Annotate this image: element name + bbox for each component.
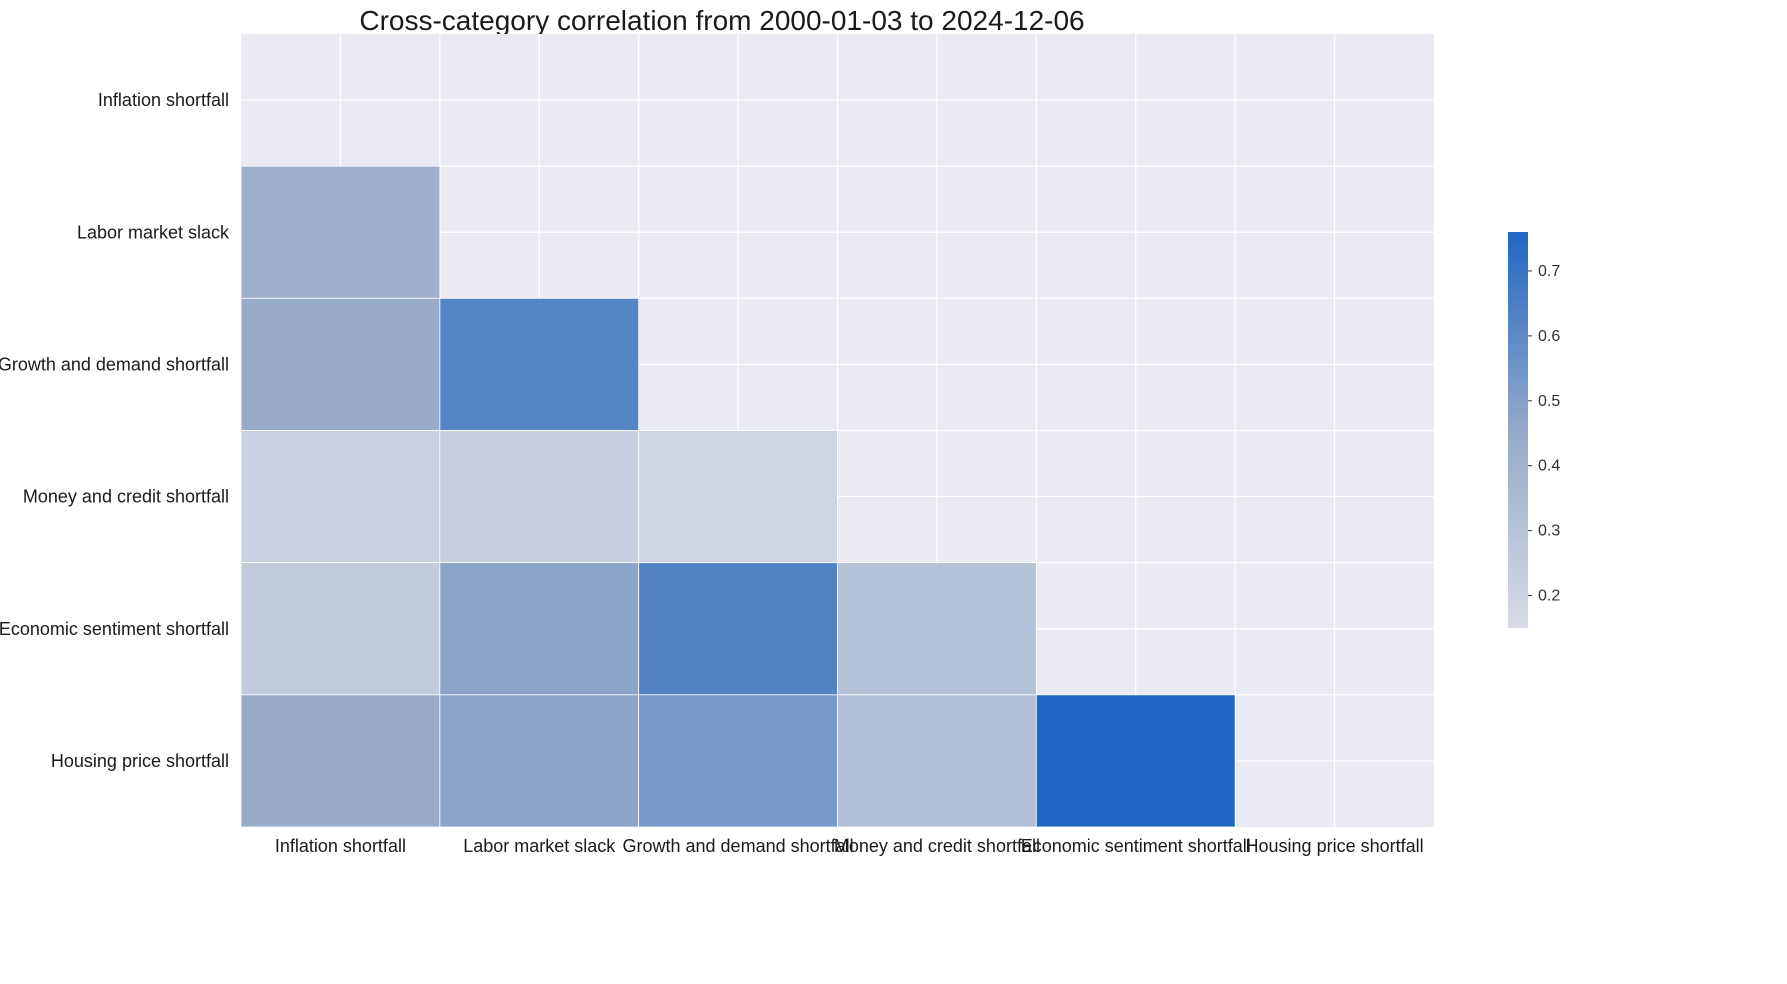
- y-tick-label: Money and credit shortfall: [23, 487, 229, 507]
- x-tick-labels: Inflation shortfall Labor market slack Gro…: [275, 836, 1424, 856]
- heatmap-cell: [638, 430, 838, 564]
- colorbar-tick-label: 0.5: [1538, 393, 1560, 410]
- x-tick-label: Money and credit shortfall: [834, 836, 1040, 856]
- colorbar-gradient: [1508, 232, 1528, 628]
- heatmap-cell: [439, 297, 640, 431]
- heatmap-cell: [439, 562, 640, 696]
- heatmap-cell: [837, 694, 1037, 828]
- colorbar-tick-label: 0.3: [1538, 523, 1560, 540]
- y-tick-label: Inflation shortfall: [98, 90, 229, 110]
- heatmap-cell: [439, 430, 640, 564]
- colorbar: 0.2 0.3 0.4 0.5 0.6 0.7: [1508, 232, 1560, 628]
- heatmap-cell: [638, 694, 838, 828]
- chart-title: Cross-category correlation from 2000-01-…: [359, 5, 1084, 36]
- heatmap-cell: [837, 562, 1037, 696]
- y-tick-label: Economic sentiment shortfall: [0, 619, 229, 639]
- x-tick-label: Labor market slack: [463, 836, 616, 856]
- x-tick-label: Growth and demand shortfall: [623, 836, 854, 856]
- y-tick-labels: Inflation shortfall Labor market slack Gro…: [0, 90, 230, 771]
- heatmap-cell: [240, 430, 441, 564]
- heatmap-cell: [638, 562, 838, 696]
- heatmap-cell: [439, 694, 640, 828]
- y-tick-label: Housing price shortfall: [51, 751, 229, 771]
- colorbar-tick-label: 0.4: [1538, 458, 1560, 475]
- heatmap-cell: [240, 297, 441, 431]
- plot-area: [240, 34, 1434, 828]
- heatmap-cell: [1035, 694, 1236, 828]
- y-tick-label: Growth and demand shortfall: [0, 354, 229, 374]
- heatmap-cell: [240, 562, 441, 696]
- colorbar-tick-label: 0.7: [1538, 263, 1560, 280]
- x-tick-label: Inflation shortfall: [275, 836, 406, 856]
- heatmap-cells: [240, 165, 1236, 828]
- colorbar-tick-label: 0.6: [1538, 328, 1560, 345]
- heatmap-cell: [240, 694, 441, 828]
- y-tick-label: Labor market slack: [77, 222, 230, 242]
- colorbar-tick-label: 0.2: [1538, 588, 1560, 605]
- heatmap-cell: [240, 165, 441, 299]
- x-tick-label: Economic sentiment shortfall: [1021, 836, 1251, 856]
- x-tick-label: Housing price shortfall: [1246, 836, 1424, 856]
